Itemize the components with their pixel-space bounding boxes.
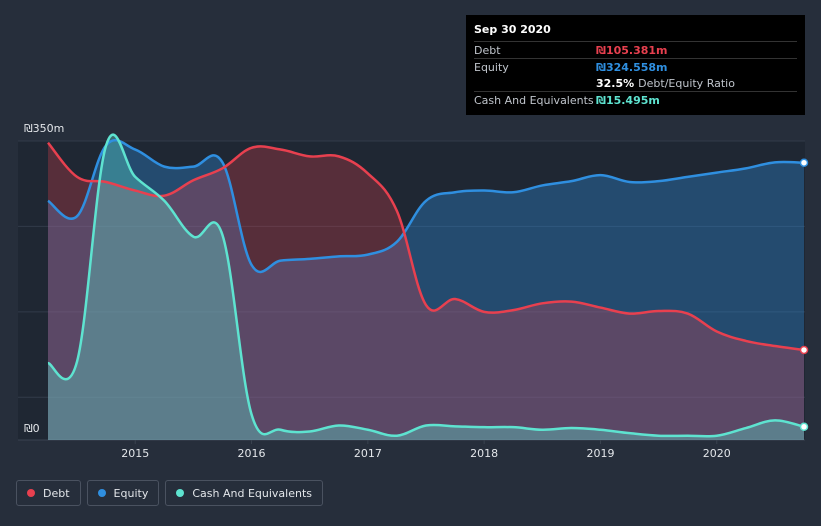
tooltip-date: Sep 30 2020 bbox=[474, 23, 551, 36]
tooltip-cash-row: Cash And Equivalents ₪15.495m bbox=[474, 91, 797, 108]
line-cash bbox=[47, 133, 805, 438]
series-lines bbox=[47, 133, 805, 438]
end-marker-cash bbox=[799, 422, 809, 432]
x-tick-label: 2016 bbox=[238, 447, 266, 460]
tooltip-ratio-row: 32.5% Debt/Equity Ratio bbox=[474, 75, 797, 91]
series-end-markers bbox=[799, 158, 809, 432]
legend-item-equity[interactable]: Equity bbox=[86, 480, 160, 506]
tooltip-ratio-value: 32.5% bbox=[596, 76, 635, 90]
line-equity bbox=[47, 139, 805, 274]
legend-item-cash[interactable]: Cash And Equivalents bbox=[165, 480, 323, 506]
x-tick-label: 2018 bbox=[470, 447, 498, 460]
tooltip-debt-value: ₪105.381m bbox=[596, 43, 668, 57]
tooltip-ratio-label: Debt/Equity Ratio bbox=[638, 76, 735, 90]
legend-label-debt: Debt bbox=[43, 486, 70, 500]
legend-dot-cash-icon bbox=[176, 489, 185, 497]
x-tick-label: 2017 bbox=[354, 447, 382, 460]
plot-background bbox=[18, 141, 805, 440]
tooltip-equity-label: Equity bbox=[474, 60, 509, 74]
x-tick-label: 2015 bbox=[121, 447, 149, 460]
tooltip-debt-label: Debt bbox=[474, 43, 501, 57]
tooltip-equity-value: ₪324.558m bbox=[596, 60, 668, 74]
x-axis: 2015 2016 2017 2018 2019 2020 bbox=[121, 440, 731, 460]
tooltip-debt-row: Debt ₪105.381m bbox=[474, 41, 797, 58]
area-cash bbox=[48, 134, 804, 440]
legend-label-equity: Equity bbox=[113, 486, 149, 500]
legend-label-cash: Cash And Equivalents bbox=[192, 486, 312, 500]
x-tick-label: 2019 bbox=[586, 447, 614, 460]
tooltip: Sep 30 2020 Debt ₪105.381m Equity ₪324.5… bbox=[466, 15, 805, 115]
end-marker-debt bbox=[799, 345, 809, 355]
tooltip-cash-value: ₪15.495m bbox=[596, 93, 660, 107]
legend-item-debt[interactable]: Debt bbox=[16, 480, 81, 506]
legend-dot-debt-icon bbox=[27, 489, 35, 497]
end-marker-equity bbox=[799, 158, 809, 167]
line-debt bbox=[47, 141, 805, 352]
legend-dot-equity-icon bbox=[97, 489, 106, 497]
y-tick-max-label: ₪350m bbox=[24, 122, 64, 135]
y-tick-min-label: ₪0 bbox=[24, 422, 40, 435]
tooltip-equity-row: Equity ₪324.558m bbox=[474, 58, 797, 75]
tooltip-cash-label: Cash And Equivalents bbox=[474, 93, 594, 107]
legend: Debt Equity Cash And Equivalents bbox=[16, 480, 323, 506]
x-tick-label: 2020 bbox=[703, 447, 731, 460]
